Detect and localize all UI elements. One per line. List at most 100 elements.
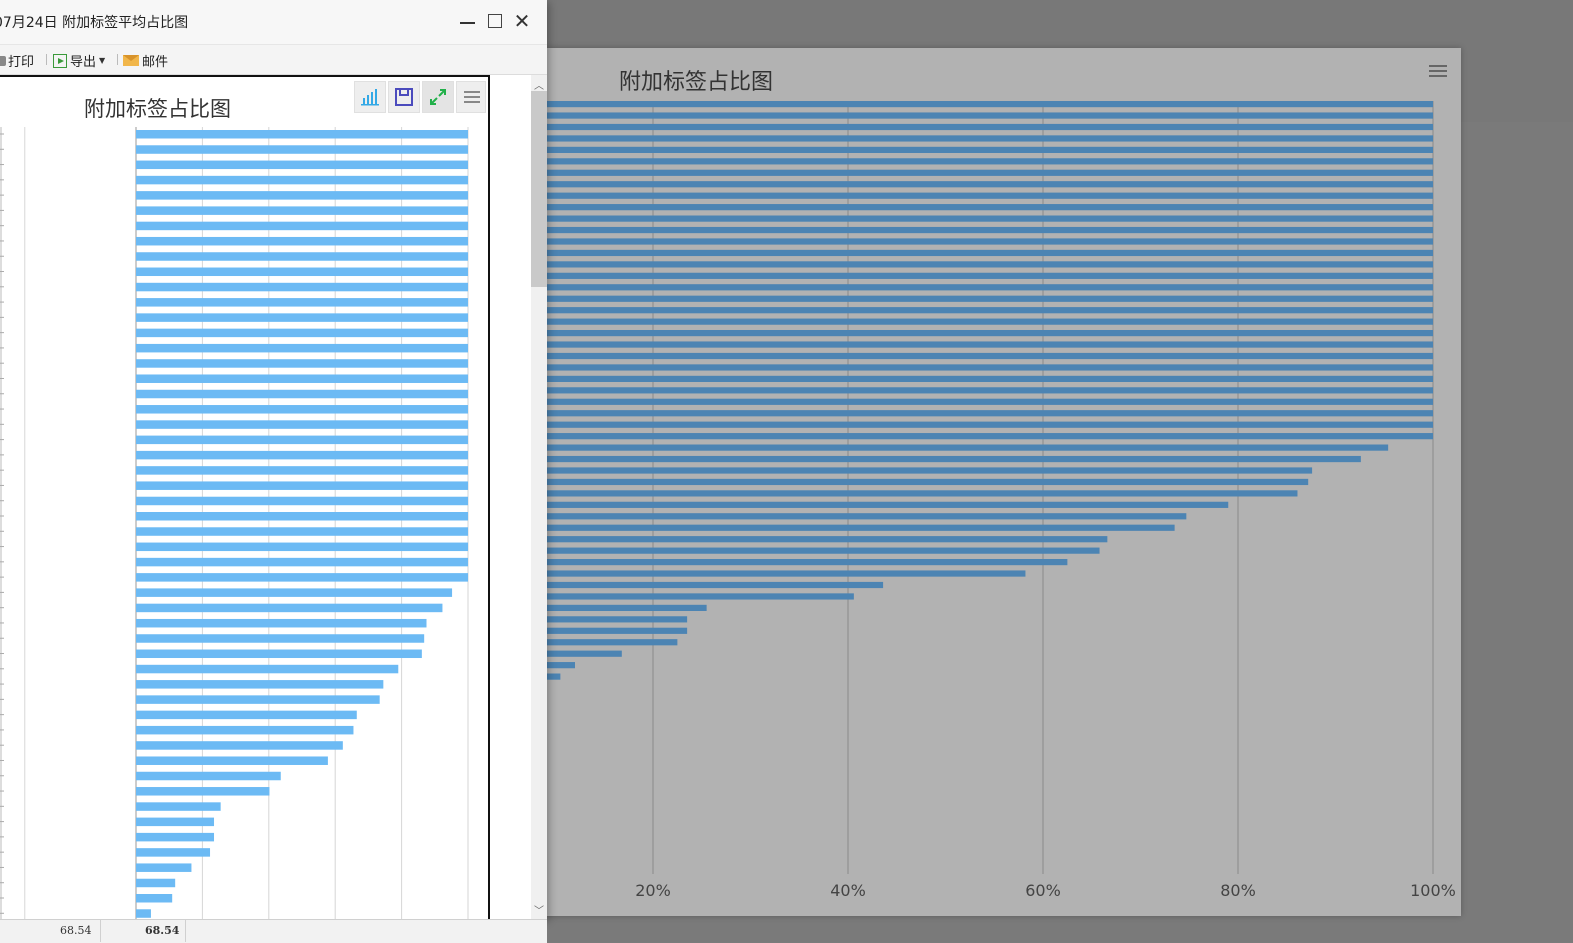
bar [545, 467, 1313, 474]
toolbar-divider [117, 54, 118, 65]
bar [136, 343, 468, 353]
bar [545, 547, 1100, 554]
menu-icon[interactable] [1429, 62, 1447, 80]
bar [545, 364, 1433, 371]
bar [545, 501, 1229, 508]
bar [545, 616, 688, 623]
chart-menu-button[interactable] [456, 81, 486, 113]
bar [545, 307, 1433, 314]
bar [136, 787, 270, 796]
bar [545, 249, 1433, 257]
bar [545, 238, 1433, 245]
x-tick-label: 40% [830, 881, 866, 900]
bar [545, 570, 1026, 577]
printer-icon [0, 55, 6, 66]
mail-button[interactable]: 邮件 [123, 51, 168, 70]
bar [136, 435, 468, 445]
bar [136, 710, 357, 720]
background-chart-plot: 20% 40% 60% 80% 100% [545, 101, 1456, 900]
bar [136, 267, 468, 277]
bar [136, 405, 468, 414]
bar [136, 909, 151, 918]
bar [136, 282, 468, 292]
bar [136, 634, 425, 643]
cell-divider [100, 920, 101, 942]
bar [545, 410, 1433, 417]
bar [136, 771, 281, 781]
scroll-down-icon[interactable]: ﹀ [534, 906, 544, 917]
bar [136, 130, 468, 139]
scroll-up-icon[interactable]: ︿ [534, 81, 544, 92]
bar [136, 680, 384, 689]
caret-down-icon: ▼ [99, 56, 106, 65]
bar [136, 756, 328, 765]
bar [136, 450, 468, 460]
bar [136, 863, 192, 872]
bar [136, 557, 468, 567]
bar [136, 618, 427, 628]
bar [136, 359, 468, 368]
bar [545, 662, 575, 669]
scrollbar-thumb[interactable] [531, 91, 547, 287]
export-button[interactable]: 导出 ▼ [53, 51, 105, 70]
x-tick-label: 60% [1025, 881, 1061, 900]
x-tick-label: 20% [635, 881, 671, 900]
bar [136, 481, 468, 490]
bar [545, 318, 1433, 325]
bar [545, 204, 1433, 211]
bar [136, 466, 468, 475]
close-button[interactable]: ✕ [512, 11, 532, 31]
background-chart-title: 附加标签占比图 [619, 70, 774, 95]
bar [136, 817, 215, 827]
bar-chart-toggle-button[interactable] [354, 81, 386, 113]
bar [136, 894, 173, 903]
bar [545, 559, 1068, 566]
bar [545, 639, 678, 646]
mail-label: 邮件 [142, 55, 169, 70]
fullscreen-button[interactable] [422, 81, 454, 113]
dialog-toolbar: 打印 导出 ▼ 邮件 [0, 45, 547, 75]
bar [545, 536, 1108, 543]
print-button[interactable]: 打印 [0, 51, 34, 70]
inner-chart-plot [0, 127, 469, 919]
export-icon [53, 53, 67, 68]
cell-divider [185, 920, 186, 942]
x-tick-label: 80% [1220, 881, 1256, 900]
menu-icon [464, 91, 480, 103]
bar [136, 236, 468, 246]
vertical-scrollbar[interactable]: ︿ ﹀ [531, 75, 547, 919]
maximize-button[interactable] [486, 12, 506, 32]
bar [545, 261, 1433, 268]
bar [136, 878, 176, 888]
bar [136, 175, 468, 185]
bar [545, 123, 1433, 131]
bar [136, 741, 343, 750]
bar [136, 527, 468, 536]
bar [136, 573, 468, 582]
bar [545, 341, 1433, 348]
bar [136, 313, 468, 322]
minimize-button[interactable] [458, 12, 478, 32]
bar [545, 226, 1433, 234]
bar [545, 444, 1389, 451]
save-image-button[interactable] [388, 81, 420, 113]
bar [136, 832, 215, 842]
bar [136, 848, 211, 857]
maximize-icon [488, 14, 502, 28]
export-label: 导出 [70, 55, 97, 70]
bar [545, 272, 1433, 279]
bar [136, 206, 468, 215]
bar-chart-icon [361, 89, 379, 106]
bar [545, 490, 1298, 497]
table-row: 68.54 68.54 [0, 919, 547, 943]
bar [136, 145, 468, 154]
bar [545, 398, 1433, 405]
dialog-titlebar: 07月24日 附加标签平均占比图 ✕ [0, 0, 547, 45]
bar [545, 673, 561, 680]
bar [136, 221, 468, 231]
save-icon [395, 88, 413, 106]
bar [545, 593, 854, 600]
table-cell: 68.54 [60, 924, 92, 937]
mail-icon [123, 55, 139, 66]
bar [545, 352, 1433, 360]
